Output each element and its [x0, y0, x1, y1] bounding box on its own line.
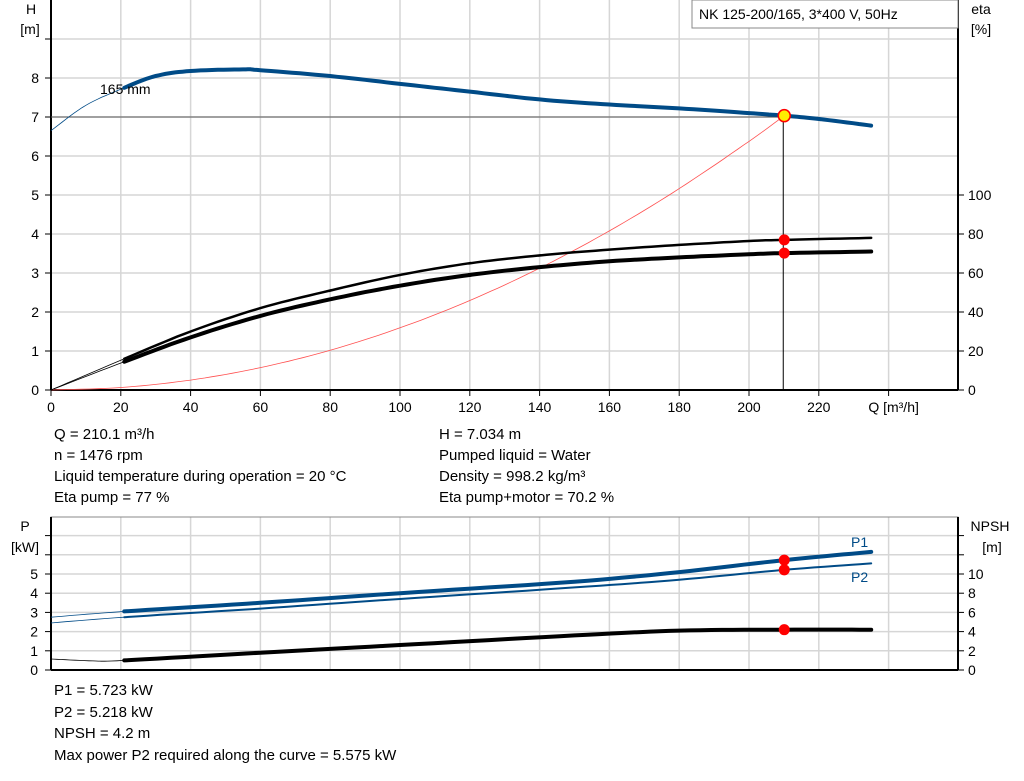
p1-curve: [122, 549, 874, 614]
p1-curve-thin: [50, 611, 125, 618]
eta-pump-motor-curve-thin: [50, 361, 125, 391]
y-tick-label-right: 80: [968, 226, 984, 242]
y-tick-label-left: 7: [31, 109, 39, 125]
operating-point: [777, 108, 791, 123]
y-tick-label-right: 40: [968, 304, 984, 320]
x-tick-label: 80: [322, 399, 338, 415]
y-tick-label-right: 8: [968, 585, 976, 601]
y-axis-label-left: P: [20, 518, 29, 534]
eta-pump-motor-point: [778, 247, 790, 259]
y-tick-label-right: 6: [968, 604, 976, 620]
y-tick-label-left: 1: [31, 343, 39, 359]
x-tick-label: 180: [668, 399, 692, 415]
y-tick-label-right: 100: [968, 187, 992, 203]
y-tick-label-right: 2: [968, 643, 976, 659]
y-tick-label-left: 3: [31, 265, 39, 281]
y-tick-label-left: 4: [31, 226, 39, 242]
y-tick-label-left: 8: [31, 70, 39, 86]
p1-point: [778, 554, 790, 566]
y-axis-unit-right: [%]: [971, 21, 991, 37]
info-npsh: NPSH = 4.2 m: [54, 725, 151, 742]
info-eta-pump: Eta pump = 77 %: [54, 489, 170, 506]
info-n: n = 1476 rpm: [54, 447, 143, 464]
info-h: H = 7.034 m: [439, 426, 522, 443]
head-curve-thin: [50, 87, 125, 131]
info-max-power: Max power P2 required along the curve = …: [54, 747, 397, 764]
y-tick-label-left: 1: [30, 643, 38, 659]
x-tick-label: 60: [253, 399, 269, 415]
x-tick-label: 100: [388, 399, 412, 415]
x-tick-label: 140: [528, 399, 552, 415]
y-tick-label-left: 0: [31, 382, 39, 398]
info-q: Q = 210.1 m³/h: [54, 426, 155, 443]
info-liquid: Pumped liquid = Water: [439, 447, 591, 464]
y-tick-label-right: 20: [968, 343, 984, 359]
x-tick-label: 120: [458, 399, 482, 415]
y-tick-label-right: 0: [968, 662, 976, 678]
y-tick-label-left: 3: [30, 604, 38, 620]
x-tick-label: 160: [598, 399, 622, 415]
y-tick-label-left: 5: [30, 566, 38, 582]
x-tick-label: 0: [47, 399, 55, 415]
p2-point: [778, 564, 790, 576]
y-tick-label-left: 2: [31, 304, 39, 320]
chart-title: NK 125-200/165, 3*400 V, 50Hz: [699, 6, 898, 22]
y-axis-label-right: NPSH: [971, 518, 1010, 534]
y-tick-label-right: 0: [968, 382, 976, 398]
p2-curve-thin: [50, 616, 125, 624]
x-tick-label: 40: [183, 399, 199, 415]
info-p2: P2 = 5.218 kW: [54, 704, 153, 721]
npsh-curve: [122, 627, 874, 663]
y-axis-label-right: eta: [971, 1, 991, 17]
y-axis-unit-left: [m]: [20, 21, 39, 37]
y-axis-unit-right: [m]: [982, 539, 1001, 555]
p1-label: P1: [851, 534, 868, 550]
eta-pump-curve-thin: [50, 358, 125, 391]
npsh-curve-thin: [50, 658, 125, 662]
y-tick-label-right: 4: [968, 624, 976, 640]
head-curve: [122, 67, 874, 128]
y-tick-label-left: 0: [30, 662, 38, 678]
eta-pump-motor-curve: [122, 249, 874, 364]
title-box: [691, 0, 959, 29]
impeller-label: 165 mm: [100, 81, 151, 97]
y-axis-label-left: H: [26, 1, 36, 17]
x-axis-label: Q [m³/h]: [868, 399, 919, 415]
eta-pump-curve: [123, 236, 873, 361]
p2-label: P2: [851, 569, 868, 585]
npsh-point: [778, 624, 790, 636]
y-tick-label-left: 4: [30, 585, 38, 601]
x-tick-label: 200: [737, 399, 761, 415]
system-curve: [50, 115, 785, 391]
y-tick-label-right: 60: [968, 265, 984, 281]
y-tick-label-left: 5: [31, 187, 39, 203]
eta-pump-point: [778, 234, 790, 246]
info-eta-pump-motor: Eta pump+motor = 70.2 %: [439, 489, 615, 506]
p2-curve: [123, 562, 873, 619]
y-axis-unit-left: [kW]: [11, 539, 39, 555]
info-p1: P1 = 5.723 kW: [54, 682, 153, 699]
x-tick-label: 220: [807, 399, 831, 415]
y-tick-label-left: 6: [31, 148, 39, 164]
info-temp: Liquid temperature during operation = 20…: [54, 468, 347, 485]
y-tick-label-right: 10: [968, 566, 984, 582]
x-tick-label: 20: [113, 399, 129, 415]
info-density: Density = 998.2 kg/m³: [439, 468, 586, 485]
y-tick-label-left: 2: [30, 624, 38, 640]
